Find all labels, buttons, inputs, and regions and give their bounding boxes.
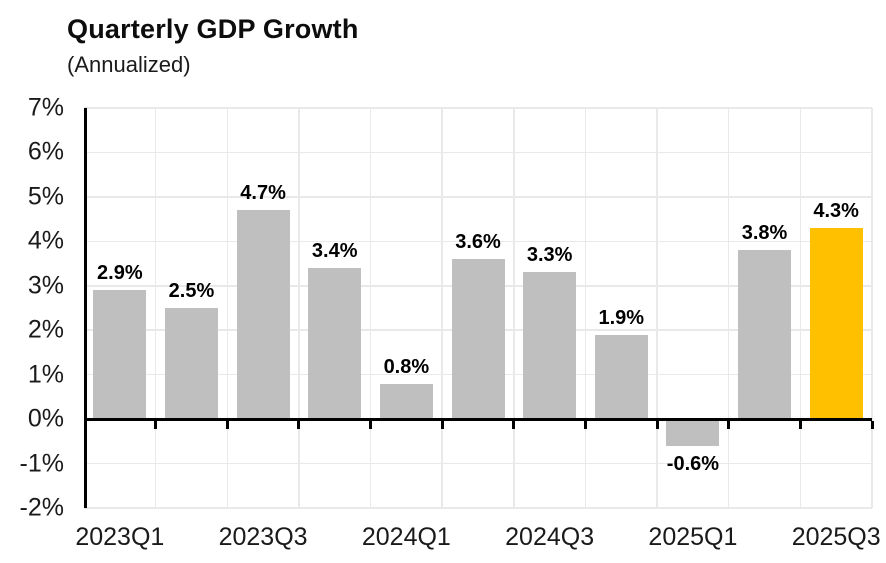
x-tick-mark <box>297 421 301 430</box>
plot-area: 2.9% 2.5% 4.7% 3.4% 0.8% 3.6% 3.3% 1.9% -0.6% 3.8… <box>84 107 874 509</box>
x-tick-mark <box>798 421 802 430</box>
vertical-gridline <box>369 108 372 508</box>
horizontal-gridline <box>84 151 872 154</box>
y-tick-label: 4% <box>27 226 64 255</box>
bar-value-label: 0.8% <box>383 355 430 378</box>
horizontal-gridline <box>84 507 872 509</box>
bar-value-label: 3.6% <box>455 231 501 254</box>
bar-highlighted <box>809 228 863 420</box>
bar-value-label: 3.3% <box>526 244 573 267</box>
horizontal-gridline <box>84 107 872 109</box>
bar-value-label: 3.4% <box>311 240 358 262</box>
vertical-gridline <box>656 108 658 508</box>
bar-value-label: 2.5% <box>168 280 215 302</box>
vertical-gridline <box>298 108 300 508</box>
bar <box>451 259 505 420</box>
x-tick-label: 2024Q3 <box>505 523 595 551</box>
x-tick-mark <box>225 421 229 430</box>
horizontal-gridline <box>84 196 872 198</box>
vertical-gridline <box>727 108 730 508</box>
bar <box>523 272 577 420</box>
bar <box>164 308 218 420</box>
bar-value-label: 2.9% <box>97 262 143 285</box>
chart-subtitle: (Annualized) <box>67 52 191 77</box>
bar-value-label: 4.7% <box>240 182 286 205</box>
x-tick-label: 2025Q1 <box>648 523 738 551</box>
zero-baseline <box>84 418 872 422</box>
vertical-gridline <box>441 108 443 508</box>
x-tick-label: 2024Q1 <box>361 523 451 551</box>
vertical-gridline <box>799 108 802 508</box>
x-tick-mark <box>440 421 444 430</box>
vertical-gridline <box>513 108 515 508</box>
bar <box>236 210 290 420</box>
y-tick-label: 0% <box>27 404 64 433</box>
x-tick-mark <box>870 421 874 430</box>
x-tick-mark <box>154 421 158 430</box>
bar <box>666 419 720 446</box>
bar <box>594 334 648 420</box>
bar <box>93 290 147 420</box>
x-tick-mark <box>655 421 659 430</box>
y-axis-line <box>84 108 87 508</box>
bar <box>379 383 433 420</box>
bar-value-label: 4.3% <box>813 200 859 222</box>
chart-title: Quarterly GDP Growth <box>67 14 359 44</box>
horizontal-gridline <box>84 240 872 243</box>
vertical-gridline <box>871 108 873 508</box>
x-tick-mark <box>727 421 731 430</box>
y-tick-label: -1% <box>19 449 64 478</box>
bar <box>308 268 362 420</box>
bar-value-label: -0.6% <box>666 452 720 475</box>
vertical-gridline <box>584 108 587 508</box>
y-tick-label: 2% <box>27 315 64 344</box>
vertical-gridline <box>226 108 229 508</box>
y-tick-label: 3% <box>27 271 64 300</box>
x-tick-label: 2023Q1 <box>75 523 165 551</box>
x-tick-label: 2023Q3 <box>218 523 308 551</box>
x-tick-label: 2025Q3 <box>791 523 881 551</box>
y-tick-label: 5% <box>27 182 64 211</box>
y-tick-label: 7% <box>27 93 64 122</box>
y-tick-label: 1% <box>27 360 64 389</box>
bar <box>738 250 792 420</box>
bar-value-label: 1.9% <box>598 306 645 329</box>
bar-value-label: 3.8% <box>741 222 788 245</box>
x-tick-mark <box>369 421 373 430</box>
vertical-gridline <box>154 108 157 508</box>
x-tick-mark <box>512 421 516 430</box>
y-tick-label: -2% <box>19 493 64 522</box>
horizontal-gridline <box>84 462 872 465</box>
x-tick-mark <box>583 421 587 430</box>
y-tick-label: 6% <box>27 137 64 166</box>
